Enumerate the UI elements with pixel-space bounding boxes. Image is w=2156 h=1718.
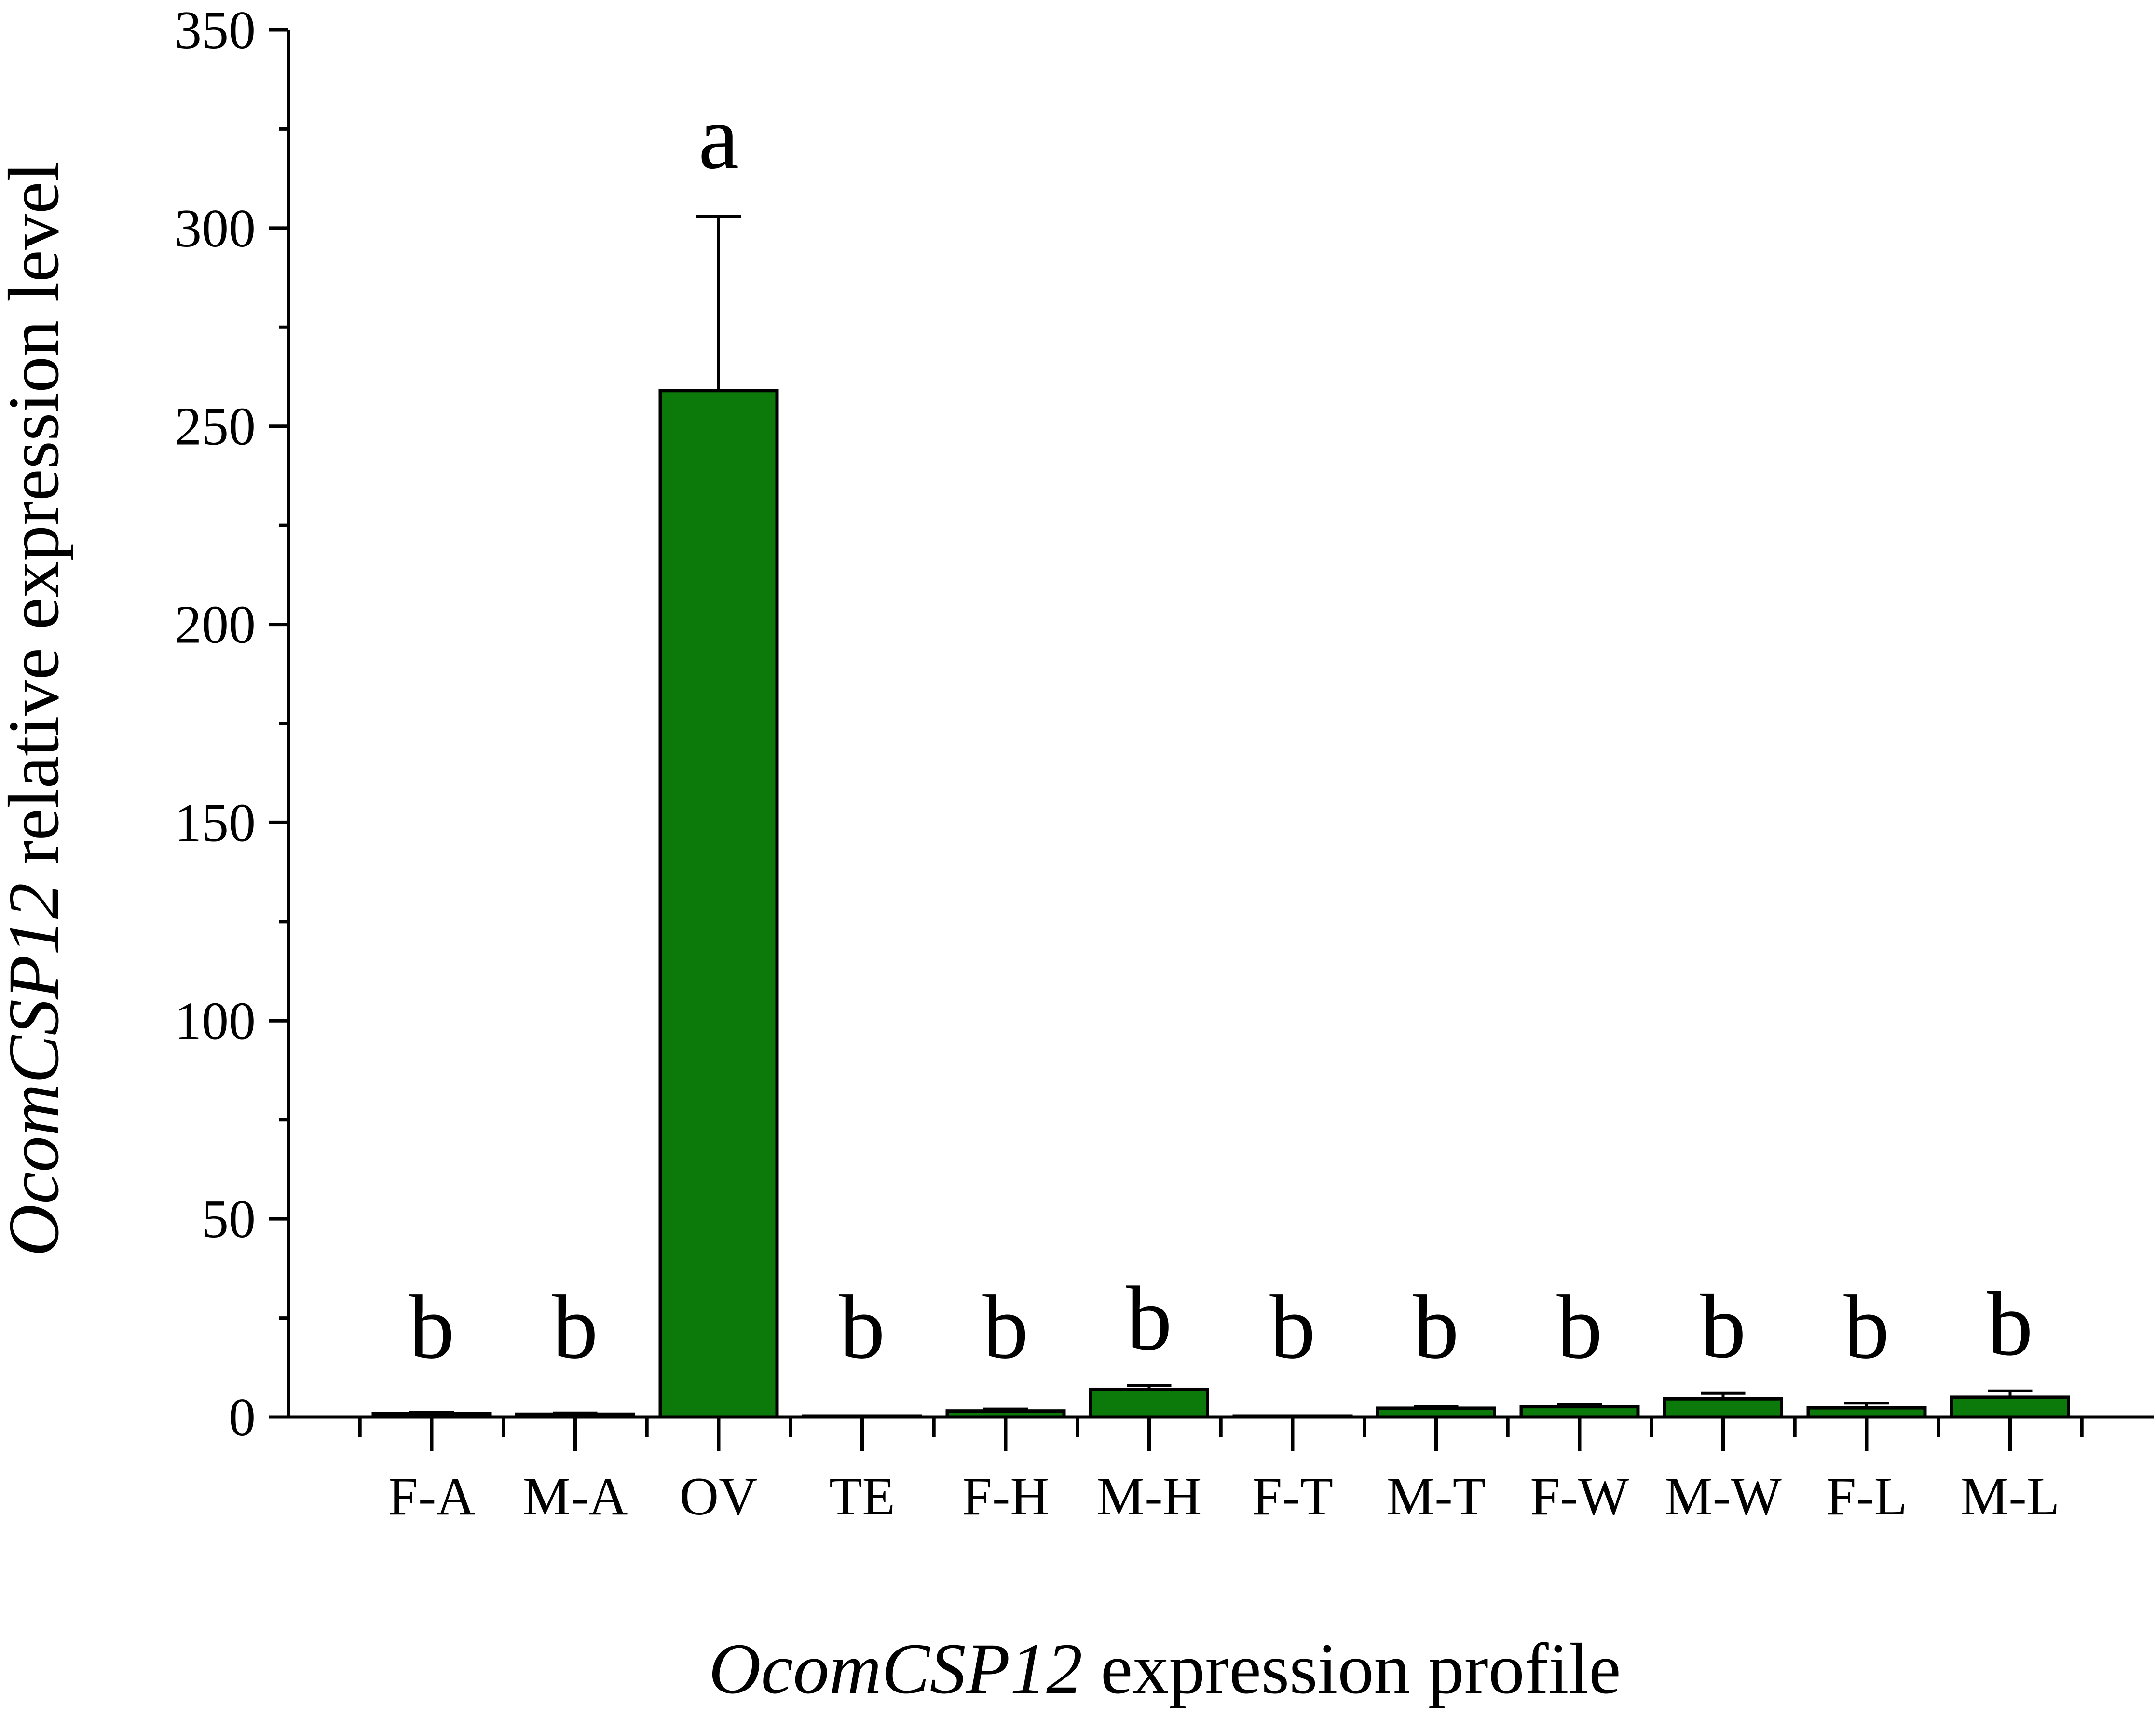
significance-label: b <box>1270 1277 1316 1378</box>
y-axis-title: OcomCSP12 relative expression level <box>0 162 74 1256</box>
bar <box>1519 1405 1640 1419</box>
significance-label: b <box>1557 1277 1603 1378</box>
y-axis: 0 50 100 150 200 250 300 350 <box>175 0 290 1447</box>
bar <box>1376 1406 1496 1419</box>
bar <box>1663 1397 1783 1419</box>
y-axis-title-italic: OcomCSP12 <box>0 883 74 1256</box>
y-tick-label: 200 <box>175 595 256 655</box>
y-tick-label: 50 <box>202 1189 256 1249</box>
significance-label: b <box>1844 1277 1890 1378</box>
category-label: M-L <box>1961 1467 2060 1527</box>
bar <box>945 1409 1066 1419</box>
significance-labels: b bab b b b b b b b b <box>409 87 2033 1378</box>
significance-label: b <box>1413 1277 1459 1378</box>
x-axis <box>287 1415 2154 1451</box>
significance-label: b <box>552 1277 598 1378</box>
y-axis-title-rest: relative expression level <box>0 162 74 883</box>
category-label: TE <box>829 1467 895 1527</box>
category-labels: F-A M-A OV TE F-H M-H F-T M-T F-W M-W F-L M-L <box>388 1467 2060 1527</box>
bar <box>1089 1387 1209 1419</box>
category-label: M-T <box>1387 1467 1486 1527</box>
category-label: M-H <box>1097 1467 1202 1527</box>
bar <box>1950 1395 2070 1419</box>
significance-label: b <box>1126 1268 1172 1369</box>
significance-label: b <box>839 1277 885 1378</box>
y-tick-label: 0 <box>229 1388 256 1447</box>
x-axis-title: OcomCSP12 expression profile <box>709 1629 1621 1709</box>
significance-label: b <box>1700 1276 1746 1377</box>
bars <box>371 389 2070 1419</box>
bar <box>658 389 779 1419</box>
category-label: M-W <box>1665 1467 1782 1527</box>
error-bars <box>409 215 2033 1418</box>
significance-label: a <box>698 87 739 188</box>
y-tick-label: 250 <box>175 397 256 457</box>
category-label: F-H <box>962 1467 1049 1527</box>
significance-label: b <box>409 1277 455 1378</box>
significance-label: b <box>1987 1274 2033 1375</box>
y-tick-label: 150 <box>175 793 256 853</box>
category-label: F-A <box>388 1467 476 1527</box>
y-tick-label: 350 <box>175 0 256 60</box>
y-tick-label: 300 <box>175 199 256 259</box>
category-label: OV <box>680 1467 758 1527</box>
category-label: F-T <box>1252 1467 1333 1527</box>
y-tick-label: 100 <box>175 991 256 1051</box>
bar <box>1806 1406 1927 1419</box>
x-axis-title-rest: expression profile <box>1082 1629 1621 1709</box>
category-label: M-A <box>523 1467 628 1527</box>
significance-label: b <box>983 1277 1029 1378</box>
category-label: F-L <box>1826 1467 1907 1527</box>
bar <box>515 1412 635 1419</box>
x-axis-title-italic: OcomCSP12 <box>709 1629 1082 1709</box>
bar <box>371 1412 492 1419</box>
category-label: F-W <box>1530 1467 1629 1527</box>
